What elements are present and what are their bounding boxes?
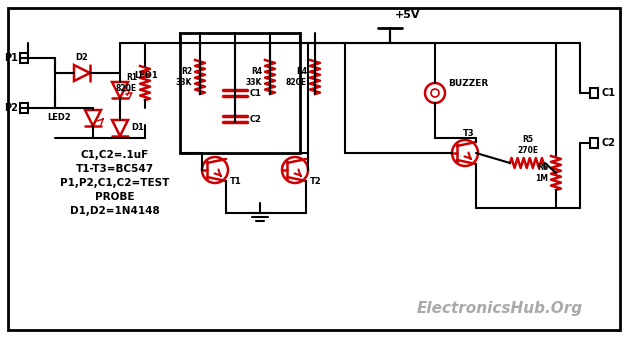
Text: C1,C2=.1uF
T1-T3=BC547
P1,P2,C1,C2=TEST
PROBE
D1,D2=1N4148: C1,C2=.1uF T1-T3=BC547 P1,P2,C1,C2=TEST …: [60, 150, 170, 216]
Text: C2: C2: [250, 115, 262, 123]
Text: D2: D2: [75, 53, 89, 62]
Text: R4
820E: R4 820E: [286, 67, 307, 87]
Bar: [20, 103, 28, 113]
Text: R6
1M: R6 1M: [535, 163, 548, 183]
Bar: [590, 88, 598, 98]
Text: C1: C1: [602, 88, 616, 98]
Text: D1: D1: [131, 123, 144, 132]
Text: T3: T3: [463, 128, 475, 138]
Bar: [20, 53, 28, 63]
Bar: [180, 33, 300, 153]
Text: R1
820E: R1 820E: [116, 73, 137, 93]
Text: +5V: +5V: [395, 10, 421, 20]
Text: T1: T1: [230, 176, 242, 186]
Bar: [590, 138, 598, 148]
Text: R5
270E: R5 270E: [517, 135, 538, 155]
Text: ElectronicsHub.Org: ElectronicsHub.Org: [417, 300, 583, 315]
Text: R2
33K: R2 33K: [176, 67, 192, 87]
Text: LED2: LED2: [47, 114, 71, 122]
Text: P2: P2: [4, 103, 18, 113]
Text: LED1: LED1: [134, 72, 158, 80]
Text: BUZZER: BUZZER: [448, 78, 488, 88]
Text: P1: P1: [4, 53, 18, 63]
Text: C2: C2: [602, 138, 616, 148]
Text: T2: T2: [310, 176, 322, 186]
Text: C1: C1: [250, 89, 262, 97]
Text: R4
33K: R4 33K: [246, 67, 262, 87]
